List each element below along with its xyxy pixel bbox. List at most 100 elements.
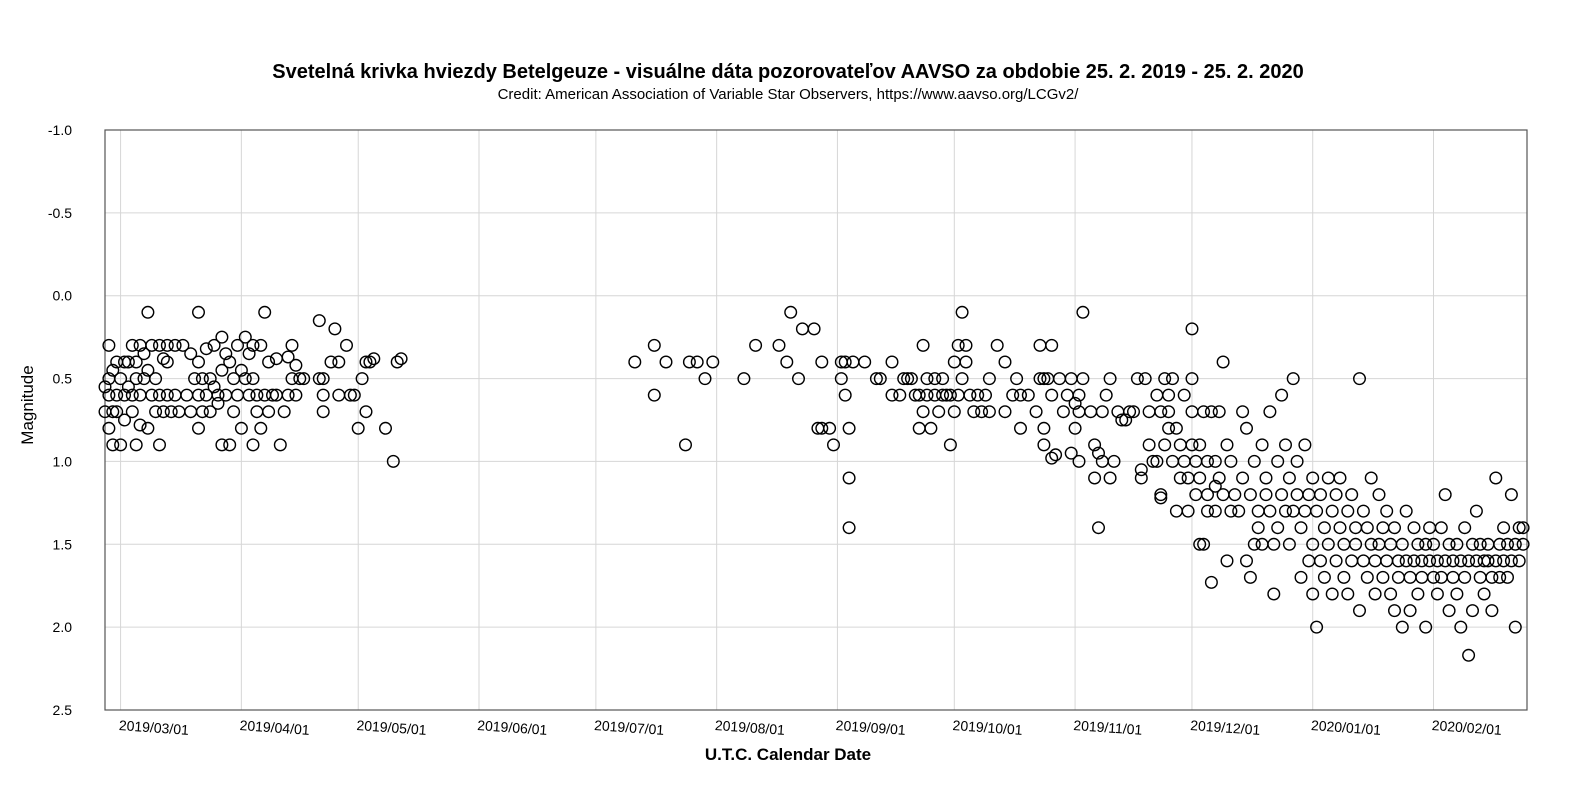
data-point [1497,554,1511,568]
data-point [1380,554,1394,568]
data-point [1313,554,1327,568]
data-point [156,352,170,366]
data-point [316,388,330,402]
data-point [1224,504,1238,518]
data-point [117,388,131,402]
data-point [246,438,260,452]
data-point [1220,554,1234,568]
data-point [1423,554,1437,568]
data-point [1169,421,1183,435]
grid [105,129,1527,711]
data-point [1200,504,1214,518]
data-point [792,372,806,386]
x-tick-label: 2019/03/01 [118,717,189,738]
data-point [1391,570,1405,584]
y-tick-label: -1.0 [48,122,72,138]
data-point [386,454,400,468]
data-point [211,396,225,410]
data-point [1006,388,1020,402]
data-point [125,338,139,352]
x-tick-label: 2019/06/01 [477,717,548,738]
data-points [98,305,1530,662]
data-point [191,305,205,319]
data-point [141,363,155,377]
data-point [312,372,326,386]
data-point [269,352,283,366]
data-point [106,438,120,452]
chart-title: Svetelná krivka hviezdy Betelgeuze - vis… [272,61,1303,83]
data-point [1438,554,1452,568]
data-point [1333,471,1347,485]
data-point [207,380,221,394]
data-point [990,338,1004,352]
data-point [1508,537,1522,551]
data-point [121,355,135,369]
data-point [211,388,225,402]
data-point [266,388,280,402]
data-point [1263,504,1277,518]
data-point [815,421,829,435]
data-point [1306,537,1320,551]
data-point [316,372,330,386]
data-point [203,372,217,386]
y-axis-label: Magnitude [18,365,37,444]
data-point [842,471,856,485]
x-tick-label: 2020/02/01 [1431,717,1502,738]
data-point [1208,504,1222,518]
data-point [1173,471,1187,485]
data-point [149,372,163,386]
data-point [1130,372,1144,386]
data-point [827,438,841,452]
data-point [289,388,303,402]
data-point [1243,488,1257,502]
data-point [1368,587,1382,601]
data-point [351,421,365,435]
data-point [920,372,934,386]
data-point [285,338,299,352]
data-point [1162,405,1176,419]
data-point [1516,521,1530,535]
data-point [106,363,120,377]
data-point [1360,521,1374,535]
data-point [1146,454,1160,468]
data-point [1458,570,1472,584]
data-point [215,438,229,452]
data-point [1493,537,1507,551]
data-point [842,521,856,535]
data-point [152,438,166,452]
data-point [1068,396,1082,410]
data-point [1216,488,1230,502]
data-point [1489,554,1503,568]
data-point [967,405,981,419]
data-point [1115,413,1129,427]
data-point [1037,421,1051,435]
data-point [1033,372,1047,386]
data-point [1387,604,1401,618]
y-tick-label: 0.5 [53,371,73,387]
data-point [1204,405,1218,419]
data-point [1360,570,1374,584]
data-point [152,338,166,352]
data-point [1251,504,1265,518]
data-point [1356,504,1370,518]
data-point [628,355,642,369]
y-tick-label: 2.5 [53,702,73,718]
data-point [176,338,190,352]
data-point [1434,570,1448,584]
data-point [1029,405,1043,419]
data-point [1333,521,1347,535]
data-point [1123,405,1137,419]
data-point [1165,372,1179,386]
data-point [795,322,809,336]
data-point [1446,570,1460,584]
data-point [164,405,178,419]
data-point [281,388,295,402]
data-point [1512,554,1526,568]
data-point [1317,570,1331,584]
data-point [1224,454,1238,468]
data-point [1185,438,1199,452]
data-point [1403,570,1417,584]
data-point [1313,488,1327,502]
data-point [1473,570,1487,584]
